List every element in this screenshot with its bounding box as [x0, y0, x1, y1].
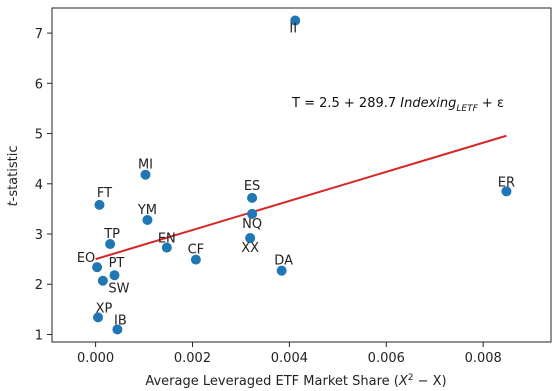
x-tick-label: 0.004: [271, 351, 308, 366]
point-label-pt: PT: [109, 256, 125, 271]
regression-equation: T = 2.5 + 289.7 IndexingLETF + ε: [291, 96, 504, 114]
point-label-sw: SW: [108, 282, 129, 297]
point-label-da: DA: [274, 254, 293, 269]
point-label-eo: EO: [77, 251, 95, 266]
data-points: [92, 15, 512, 335]
data-point-es: [247, 192, 258, 203]
y-tick-label: 1: [35, 328, 43, 343]
point-label-ft: FT: [97, 186, 112, 201]
data-point-pt: [109, 270, 120, 281]
y-tick-label: 6: [35, 77, 43, 92]
y-tick-label: 3: [35, 228, 43, 243]
data-point-mi: [140, 169, 151, 180]
point-label-ib: IB: [114, 313, 127, 328]
data-point-er: [501, 186, 512, 197]
data-point-eo: [92, 262, 103, 273]
plot-frame: [51, 7, 552, 343]
axes-frame: [51, 7, 552, 343]
data-point-en: [161, 242, 172, 253]
data-point-tp: [105, 239, 116, 250]
data-point-ii: [290, 15, 301, 26]
x-axis: 0.000 0.002 0.004 0.006 0.008: [77, 342, 502, 366]
point-label-nq: NQ: [242, 217, 262, 232]
point-label-tp: TP: [103, 227, 120, 242]
point-label-cf: CF: [188, 243, 205, 258]
y-tick-label: 2: [35, 278, 43, 293]
data-point-sw: [97, 275, 108, 286]
y-tick-label: 5: [35, 128, 43, 143]
x-axis-label: Average Leveraged ETF Market Share (X2 −…: [145, 373, 446, 389]
y-tick-label: 4: [35, 178, 43, 193]
data-point-ym: [142, 214, 153, 225]
point-label-xp: XP: [96, 301, 113, 316]
x-tick-label: 0.000: [77, 351, 114, 366]
regression-line: [95, 134, 507, 261]
data-point-nq: [247, 208, 258, 219]
point-label-ii: II: [289, 22, 297, 37]
regression-line-group: [95, 134, 507, 261]
y-axis: 1 2 3 4 5 6 7: [35, 27, 52, 343]
x-tick-label: 0.002: [174, 351, 211, 366]
x-tick-label: 0.006: [368, 351, 405, 366]
data-point-ib: [112, 324, 123, 335]
y-tick-label: 7: [35, 27, 43, 42]
data-point-xp: [93, 312, 104, 323]
point-label-xx: XX: [241, 241, 259, 256]
data-point-da: [276, 265, 287, 276]
x-tick-label: 0.008: [465, 351, 502, 366]
point-label-es: ES: [244, 179, 260, 194]
point-label-er: ER: [498, 175, 515, 190]
data-point-cf: [190, 254, 201, 265]
data-point-ft: [94, 199, 105, 210]
data-point-xx: [245, 233, 256, 244]
point-label-en: EN: [158, 232, 176, 247]
point-label-ym: YM: [137, 203, 157, 218]
y-axis-label: t-statistic: [6, 146, 21, 207]
point-label-mi: MI: [138, 158, 153, 173]
